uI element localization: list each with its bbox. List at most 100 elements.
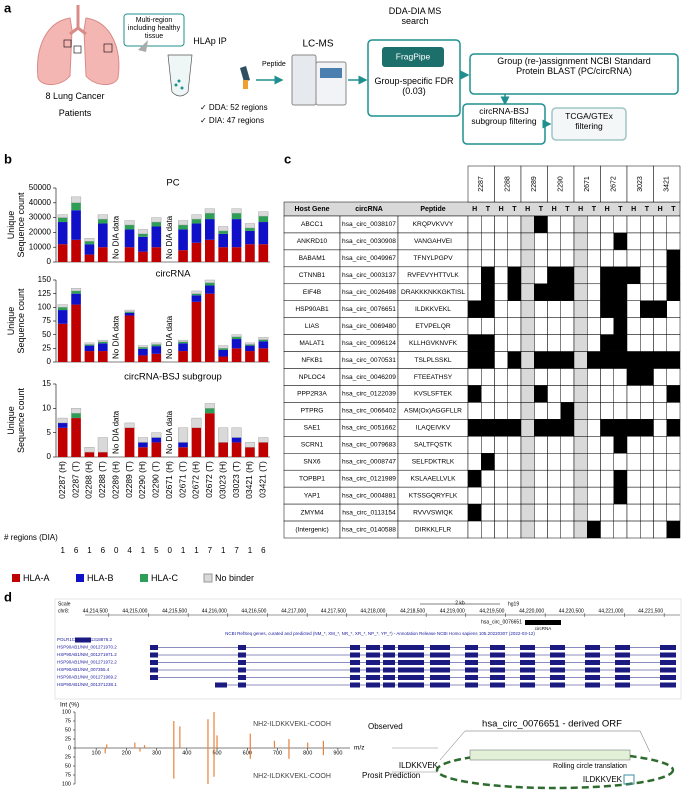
region-count: 4 xyxy=(127,546,132,555)
exon xyxy=(615,682,630,688)
detection-cell xyxy=(640,520,654,539)
bar-segment xyxy=(151,353,162,362)
cell-text: hsa_circ_0096124 xyxy=(342,340,396,347)
y-tick-label: 10 xyxy=(42,403,51,412)
cell-text: EIF4B xyxy=(303,289,322,296)
detection-cell xyxy=(653,520,667,539)
detection-cell xyxy=(626,215,641,234)
exon xyxy=(615,645,630,650)
exon xyxy=(238,645,246,650)
region-count: 1 xyxy=(141,546,146,555)
detection-cell xyxy=(626,249,641,268)
detection-cell xyxy=(560,436,575,454)
detection-cell xyxy=(494,469,508,488)
region-box xyxy=(63,39,72,48)
detection-cell xyxy=(613,249,628,268)
detection-cell xyxy=(613,317,628,335)
detection-cell xyxy=(467,283,482,301)
detection-cell xyxy=(534,283,548,301)
exon xyxy=(383,652,395,658)
bar-segment xyxy=(151,344,162,347)
exon xyxy=(465,675,478,680)
orf-title: hsa_circ_0076651 - derived ORF xyxy=(482,719,622,730)
detection-cell xyxy=(494,520,508,539)
detection-cell xyxy=(481,249,495,268)
exon xyxy=(490,645,505,650)
detection-cell xyxy=(666,402,681,420)
exon xyxy=(150,667,158,673)
bar-segment xyxy=(218,226,229,232)
exon xyxy=(398,645,424,650)
bar-segment xyxy=(231,208,242,214)
exon xyxy=(350,652,360,658)
track-name: HSP90AB1/NM_007355.4 xyxy=(57,667,110,672)
detection-cell xyxy=(666,317,681,335)
detection-cell xyxy=(560,215,575,234)
bar-segment xyxy=(191,295,202,302)
exon xyxy=(550,645,565,650)
bar-segment xyxy=(231,348,242,362)
panel-label: c xyxy=(284,151,291,166)
exon xyxy=(238,675,246,680)
exon xyxy=(520,675,535,680)
detection-cell xyxy=(600,436,614,454)
bar-segment xyxy=(191,301,202,362)
exon xyxy=(520,652,535,658)
detection-cell xyxy=(560,469,575,488)
observed-label: Observed xyxy=(368,722,403,731)
detection-cell xyxy=(613,419,628,437)
detection-cell xyxy=(587,283,601,301)
detection-cell xyxy=(520,419,535,437)
region-count: 5 xyxy=(154,546,159,555)
detection-cell xyxy=(653,215,667,234)
detection-cell xyxy=(587,249,601,268)
detection-cell xyxy=(547,520,561,539)
circ-track-label: circRNA xyxy=(535,626,552,631)
bar-segment xyxy=(245,230,255,245)
detection-cell xyxy=(534,266,548,285)
cell-text: KSLAAELLVLK xyxy=(411,475,457,482)
detection-cell xyxy=(547,215,561,234)
bar-segment xyxy=(245,447,255,457)
exon xyxy=(615,675,630,680)
detection-cell xyxy=(613,232,628,251)
bar-segment xyxy=(124,247,135,262)
bar-segment xyxy=(258,341,269,349)
spectrum-x-tick-label: 400 xyxy=(182,750,191,756)
bar-segment xyxy=(204,282,215,286)
no-data-label: No DIA data xyxy=(165,215,174,259)
x-tick-label: 02289 (H) xyxy=(110,461,120,499)
bar-segment xyxy=(245,344,255,346)
bar-segment xyxy=(191,223,202,243)
tissue-label: H xyxy=(605,206,610,213)
detection-cell xyxy=(653,334,667,352)
trachea xyxy=(69,5,87,36)
detection-cell xyxy=(520,368,535,386)
browser-tick-label: 44,215,000 xyxy=(122,608,147,614)
bar-segment xyxy=(97,219,108,224)
y-axis-label: UniqueSequence count xyxy=(6,192,26,258)
y-tick-label: 125 xyxy=(38,289,52,298)
bar-segment xyxy=(151,442,162,457)
bar-segment xyxy=(191,242,202,262)
detection-cell xyxy=(573,436,588,454)
detection-cell xyxy=(534,419,548,437)
x-tick-label: 02672 (T) xyxy=(204,461,214,498)
bar-segment xyxy=(191,427,202,457)
detection-cell xyxy=(666,453,681,471)
detection-cell xyxy=(666,215,681,234)
y-tick-label: 50 xyxy=(42,330,51,339)
exon xyxy=(398,660,424,665)
bar-segment xyxy=(151,437,162,443)
bar-segment xyxy=(57,214,68,218)
bar-segment xyxy=(84,344,95,346)
region-count: 7 xyxy=(234,546,239,555)
y-tick-label: 0 xyxy=(47,357,52,366)
detection-cell xyxy=(481,300,495,318)
bar-segment xyxy=(178,220,189,226)
bar-segment xyxy=(57,323,68,362)
y-tick-label: 25 xyxy=(42,343,51,352)
instrument-screen xyxy=(320,68,342,78)
detection-cell xyxy=(626,351,641,369)
region-count: 1 xyxy=(87,546,92,555)
